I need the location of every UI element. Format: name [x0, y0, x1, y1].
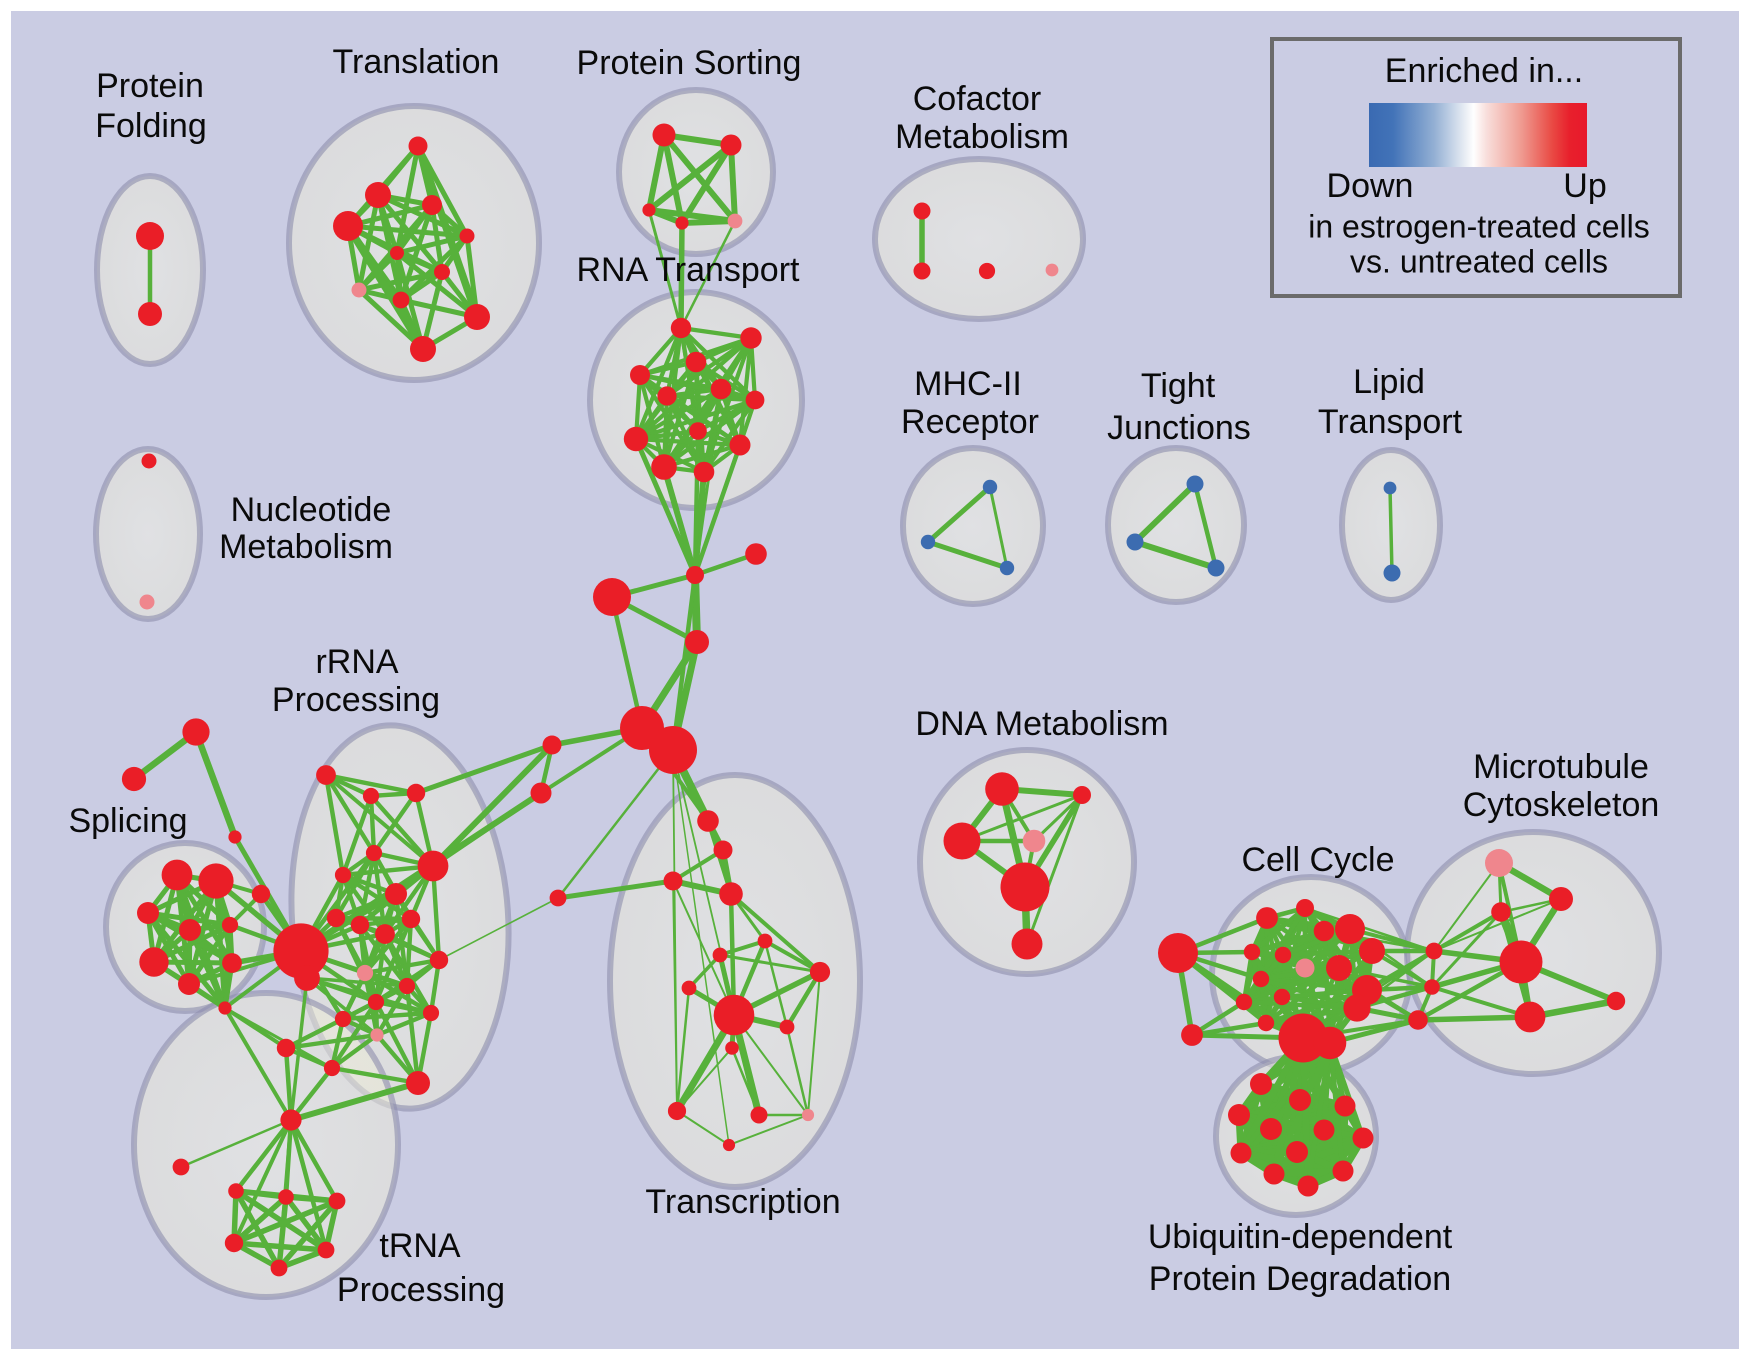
svg-text:Lipid: Lipid	[1353, 363, 1425, 401]
svg-text:Protein Degradation: Protein Degradation	[1149, 1260, 1451, 1298]
svg-text:Splicing: Splicing	[68, 802, 187, 840]
svg-text:Metabolism: Metabolism	[219, 528, 393, 566]
svg-text:Enriched in...: Enriched in...	[1385, 52, 1583, 90]
svg-text:Up: Up	[1563, 167, 1606, 205]
svg-text:Transcription: Transcription	[645, 1183, 840, 1221]
svg-text:Translation: Translation	[333, 43, 500, 81]
svg-text:Junctions: Junctions	[1107, 409, 1251, 447]
svg-text:Protein Sorting: Protein Sorting	[577, 44, 802, 82]
svg-text:in estrogen-treated cells: in estrogen-treated cells	[1308, 208, 1650, 244]
svg-text:DNA Metabolism: DNA Metabolism	[915, 705, 1168, 743]
svg-text:MHC-II: MHC-II	[914, 365, 1022, 403]
svg-text:Protein: Protein	[96, 67, 204, 105]
svg-text:Cofactor: Cofactor	[913, 80, 1042, 118]
svg-text:Ubiquitin-dependent: Ubiquitin-dependent	[1148, 1218, 1453, 1256]
svg-text:vs. untreated cells: vs. untreated cells	[1350, 243, 1608, 279]
svg-text:Folding: Folding	[95, 107, 207, 145]
svg-text:Down: Down	[1327, 167, 1414, 205]
svg-text:Cytoskeleton: Cytoskeleton	[1463, 786, 1660, 824]
svg-text:rRNA: rRNA	[315, 643, 398, 681]
svg-text:tRNA: tRNA	[379, 1227, 461, 1265]
svg-text:RNA Transport: RNA Transport	[577, 251, 801, 289]
svg-text:Transport: Transport	[1318, 403, 1463, 441]
svg-text:Nucleotide: Nucleotide	[231, 491, 392, 529]
svg-text:Processing: Processing	[272, 681, 440, 719]
svg-text:Processing: Processing	[337, 1271, 505, 1309]
svg-text:Metabolism: Metabolism	[895, 118, 1069, 156]
svg-text:Tight: Tight	[1141, 367, 1216, 405]
svg-text:Cell Cycle: Cell Cycle	[1241, 841, 1394, 879]
svg-text:Receptor: Receptor	[901, 403, 1039, 441]
svg-text:Microtubule: Microtubule	[1473, 748, 1649, 786]
